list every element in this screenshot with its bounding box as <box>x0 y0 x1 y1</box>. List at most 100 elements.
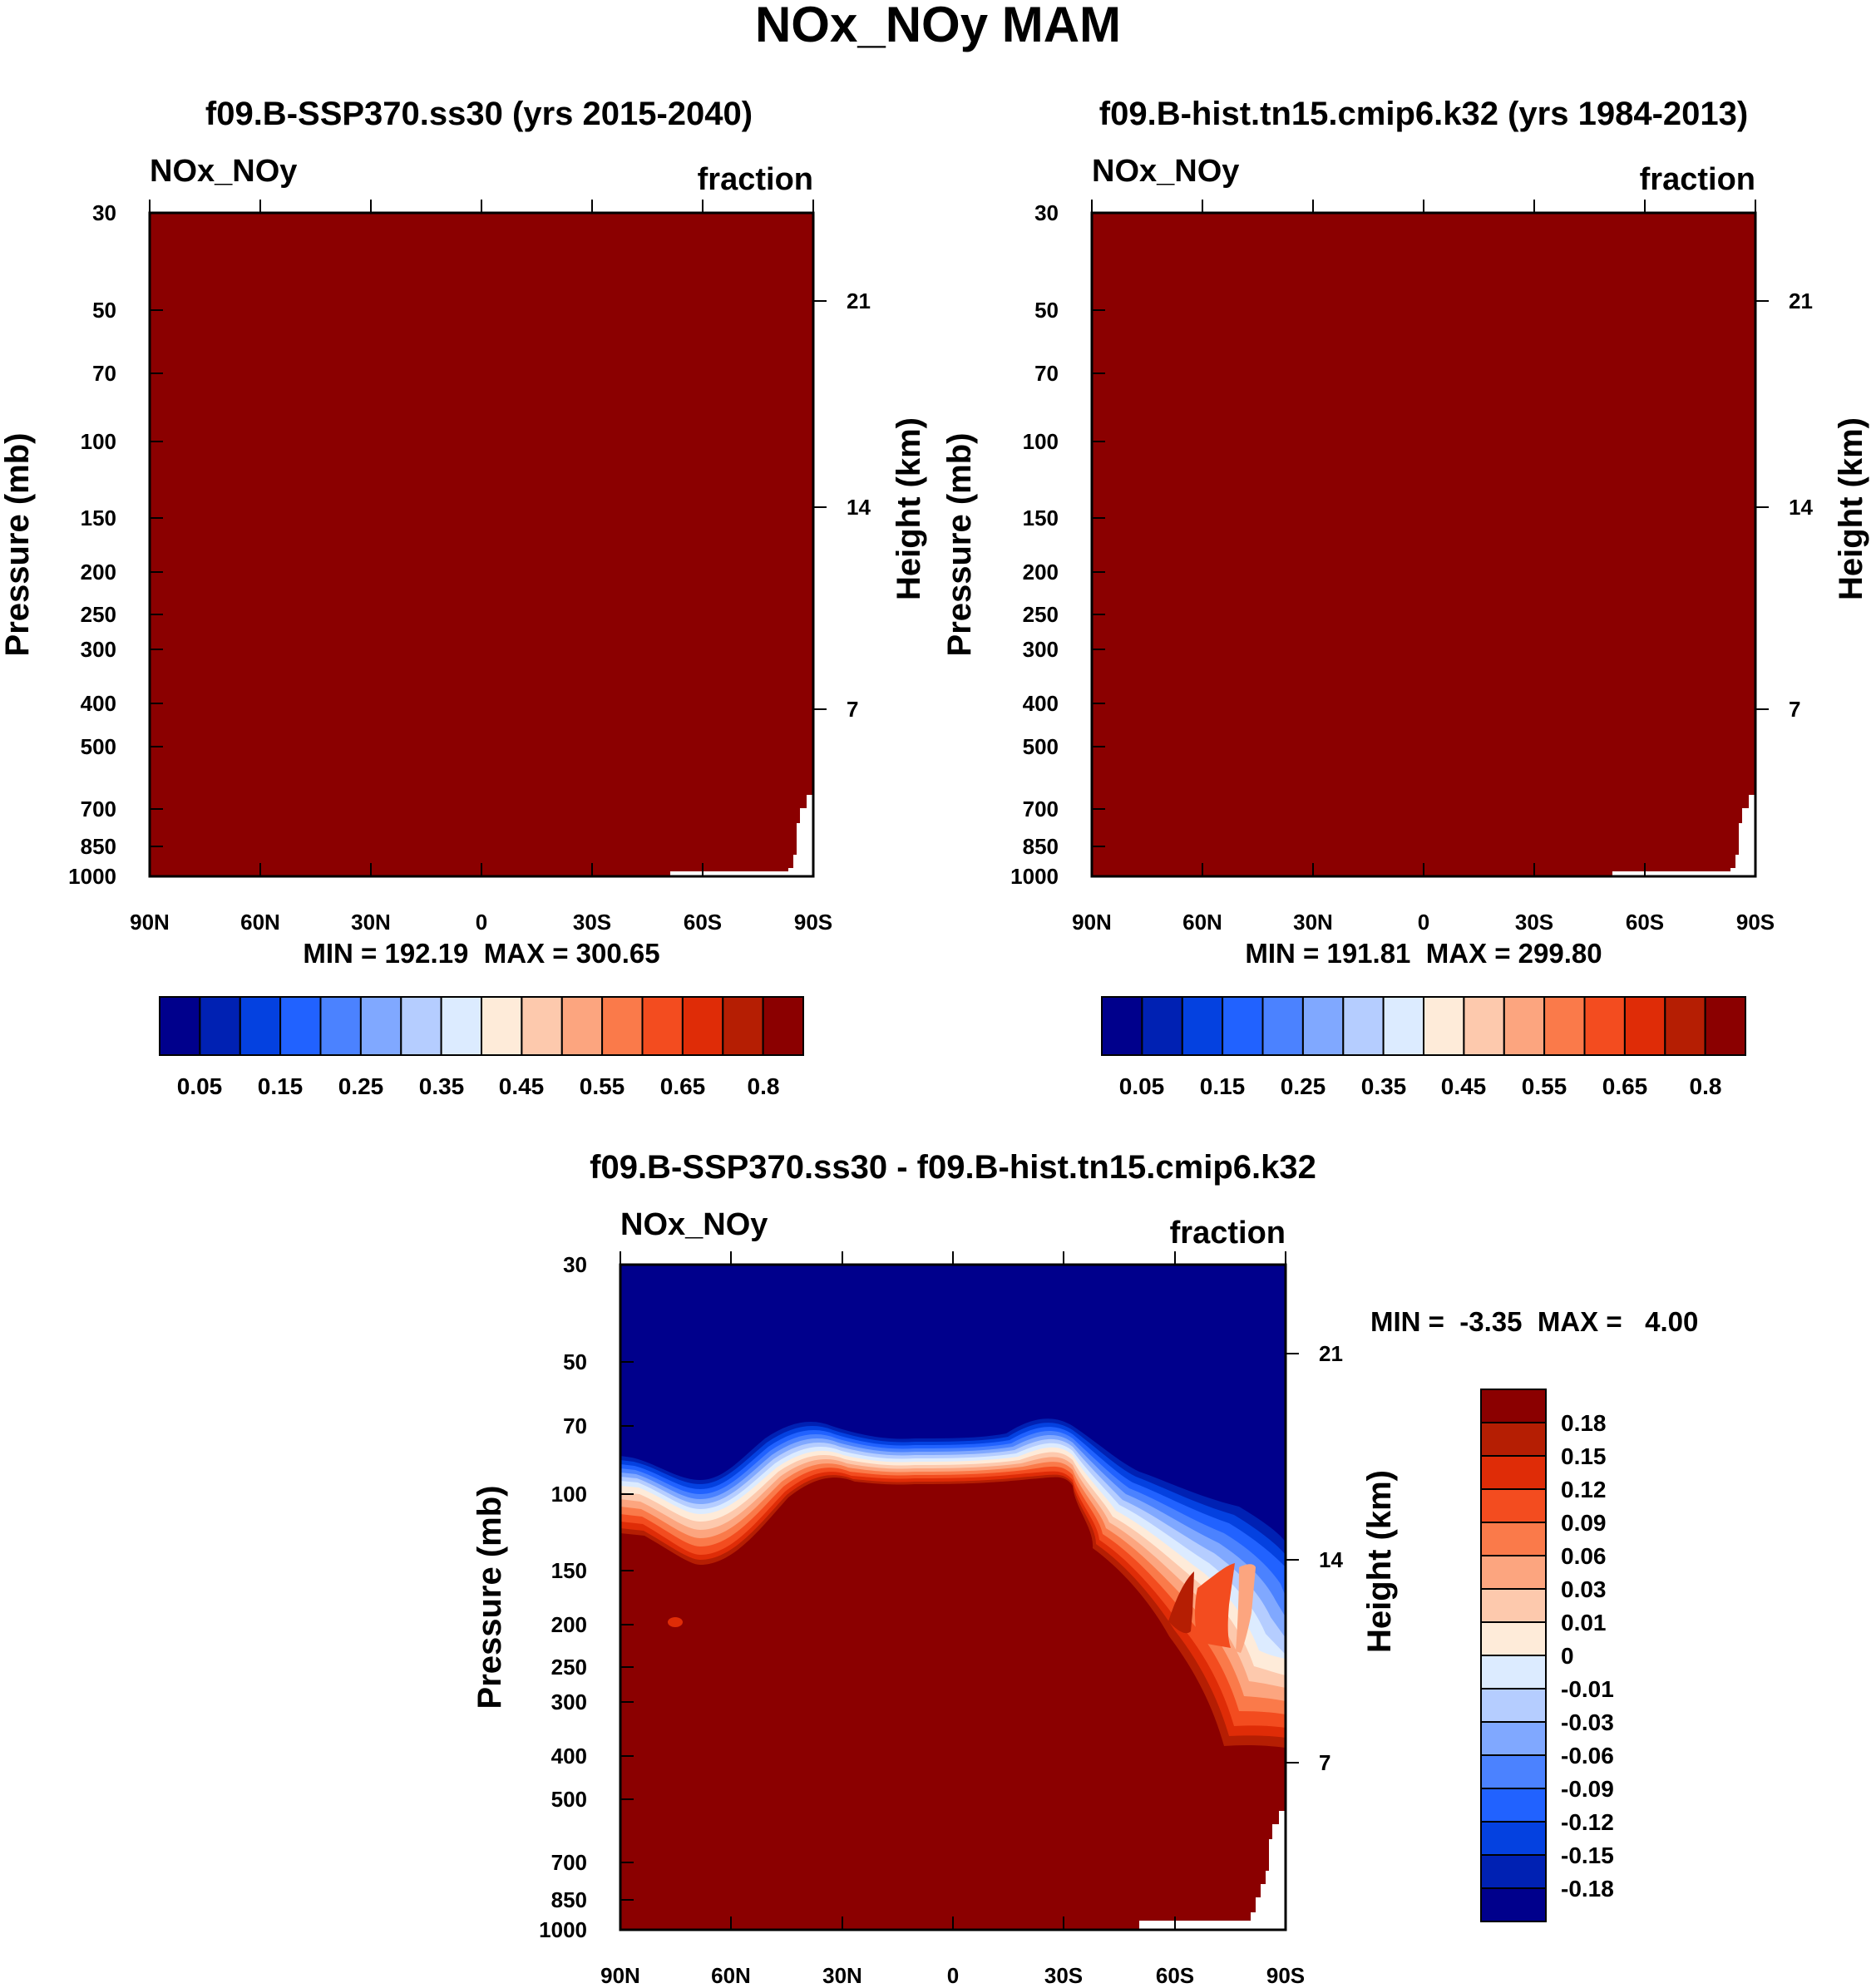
lat-tick-labels: 90N 60N 30N 0 30S 60S 90S <box>130 910 832 935</box>
colorbar-swatch <box>440 996 482 1056</box>
lat-tick-label: 60S <box>1626 910 1664 935</box>
h-tick-label: 21 <box>1319 1341 1343 1366</box>
colorbar: 0.05 0.15 0.25 0.35 0.45 0.55 0.65 0.8 <box>159 996 804 1099</box>
p-tick-label: 1000 <box>539 1917 587 1942</box>
lat-tick-label: 30S <box>1044 1963 1083 1988</box>
p-tick-label: 400 <box>1023 691 1059 716</box>
p-tick-label: 400 <box>551 1744 587 1768</box>
colorbar-swatch <box>1480 1555 1547 1590</box>
h-tick-label: 21 <box>1789 289 1813 313</box>
y-axis-right-label: Height (km) <box>1833 417 1869 600</box>
colorbar-label: -0.03 <box>1561 1709 1614 1735</box>
colorbar-label: 0.05 <box>1119 1073 1165 1099</box>
missing-surface-notch <box>1139 1811 1286 1930</box>
colorbar-swatch <box>1480 1389 1547 1423</box>
p-tick-label: 300 <box>81 637 116 662</box>
axis-ticks <box>1091 200 1769 877</box>
colorbar-label: 0.65 <box>1602 1073 1648 1099</box>
p-tick-label: 850 <box>1023 834 1059 859</box>
lat-tick-label: 90N <box>1072 910 1112 935</box>
y-axis-label: Pressure (mb) <box>941 433 978 657</box>
colorbar-label: -0.12 <box>1561 1809 1614 1835</box>
colorbar-swatch <box>641 996 684 1056</box>
axis-ticks <box>620 1251 1299 1931</box>
missing-surface-notch <box>670 795 813 876</box>
colorbar-swatch <box>1480 1721 1547 1756</box>
p-tick-label: 1000 <box>68 864 116 889</box>
colorbar-label: 0.15 <box>1561 1443 1607 1469</box>
colorbar-swatch <box>681 996 724 1056</box>
axis-ticks <box>149 200 827 877</box>
lat-tick-label: 60N <box>1182 910 1222 935</box>
lat-tick-label: 30N <box>1293 910 1333 935</box>
colorbar-label: 0.25 <box>1281 1073 1326 1099</box>
colorbar-swatch <box>481 996 523 1056</box>
lat-tick-label: 60S <box>1156 1963 1194 1988</box>
lat-tick-label: 90S <box>794 910 832 935</box>
embedded-band-patch <box>1195 1563 1235 1648</box>
height-tick-labels: 21 14 7 <box>847 289 871 722</box>
lat-tick-label: 60N <box>240 910 280 935</box>
p-tick-label: 250 <box>1023 602 1059 627</box>
y-axis-label: Pressure (mb) <box>0 433 36 657</box>
colorbar-label: 0.45 <box>499 1073 545 1099</box>
colorbar-label: 0.09 <box>1561 1510 1607 1536</box>
height-tick-labels: 21 14 7 <box>1319 1341 1343 1775</box>
lat-tick-label: 30S <box>1515 910 1553 935</box>
units-label: fraction <box>698 162 813 197</box>
field-fill <box>150 213 813 876</box>
panel-ssp370: f09.B-SSP370.ss30 (yrs 2015-2040) NOx_NO… <box>0 96 927 1099</box>
pressure-tick-labels: 30 50 70 100 150 200 250 300 400 500 700… <box>1010 200 1059 889</box>
p-tick-label: 30 <box>563 1252 587 1277</box>
colorbar-swatch <box>521 996 563 1056</box>
colorbar-swatch <box>1480 1788 1547 1823</box>
lat-tick-label: 0 <box>947 1963 959 1988</box>
colorbar: 0.05 0.15 0.25 0.35 0.45 0.55 0.65 0.8 <box>1101 996 1746 1099</box>
colorbar-swatch <box>1543 996 1586 1056</box>
p-tick-label: 100 <box>1023 429 1059 454</box>
p-tick-label: 400 <box>81 691 116 716</box>
min-max-stats: MIN = 191.81 MAX = 299.80 <box>1245 938 1602 969</box>
difference-field <box>620 1265 1286 1930</box>
colorbar-label: -0.15 <box>1561 1842 1614 1868</box>
main-title: NOx_NOy MAM <box>755 0 1121 52</box>
colorbar-label: 0.12 <box>1561 1477 1607 1502</box>
colorbar-swatch <box>1101 996 1143 1056</box>
colorbar-swatch <box>1623 996 1666 1056</box>
h-tick-label: 7 <box>1789 697 1800 722</box>
p-tick-label: 500 <box>551 1787 587 1812</box>
colorbar-swatch <box>1480 1588 1547 1623</box>
h-tick-label: 7 <box>1319 1750 1330 1775</box>
units-label: fraction <box>1170 1216 1286 1251</box>
vertical-colorbar: 0.18 0.15 0.12 0.09 0.06 0.03 0.01 0 -0.… <box>1480 1389 1614 1922</box>
lat-tick-label: 90N <box>600 1963 640 1988</box>
p-tick-label: 300 <box>551 1690 587 1714</box>
colorbar-swatch <box>1480 1754 1547 1789</box>
p-tick-label: 150 <box>1023 506 1059 530</box>
p-tick-label: 30 <box>1034 200 1059 225</box>
colorbar-swatch <box>1382 996 1424 1056</box>
y-axis-right-label: Height (km) <box>891 417 927 600</box>
colorbar-swatch <box>1480 1422 1547 1457</box>
colorbar-label: -0.09 <box>1561 1776 1614 1802</box>
p-tick-label: 100 <box>551 1482 587 1507</box>
missing-surface-notch <box>1612 795 1755 876</box>
colorbar-swatch <box>1480 1522 1547 1556</box>
pressure-tick-labels: 30 50 70 100 150 200 250 300 400 500 700… <box>539 1252 587 1942</box>
colorbar-swatch <box>1141 996 1183 1056</box>
colorbar-label: 0.05 <box>177 1073 223 1099</box>
colorbar-swatch <box>1480 1455 1547 1490</box>
colorbar-swatch <box>762 996 804 1056</box>
colorbar-swatch <box>319 996 362 1056</box>
colorbar-swatch <box>1261 996 1304 1056</box>
h-tick-label: 14 <box>1789 495 1813 520</box>
lat-tick-label: 60N <box>711 1963 751 1988</box>
colorbar-swatch <box>199 996 241 1056</box>
embedded-band-patch <box>1236 1564 1256 1653</box>
colorbar-label: 0.06 <box>1561 1543 1607 1569</box>
p-tick-label: 100 <box>81 429 116 454</box>
colorbar-label: 0.15 <box>258 1073 304 1099</box>
lat-tick-label: 30N <box>822 1963 862 1988</box>
field-fill <box>1092 213 1755 876</box>
colorbar-swatch <box>1222 996 1264 1056</box>
